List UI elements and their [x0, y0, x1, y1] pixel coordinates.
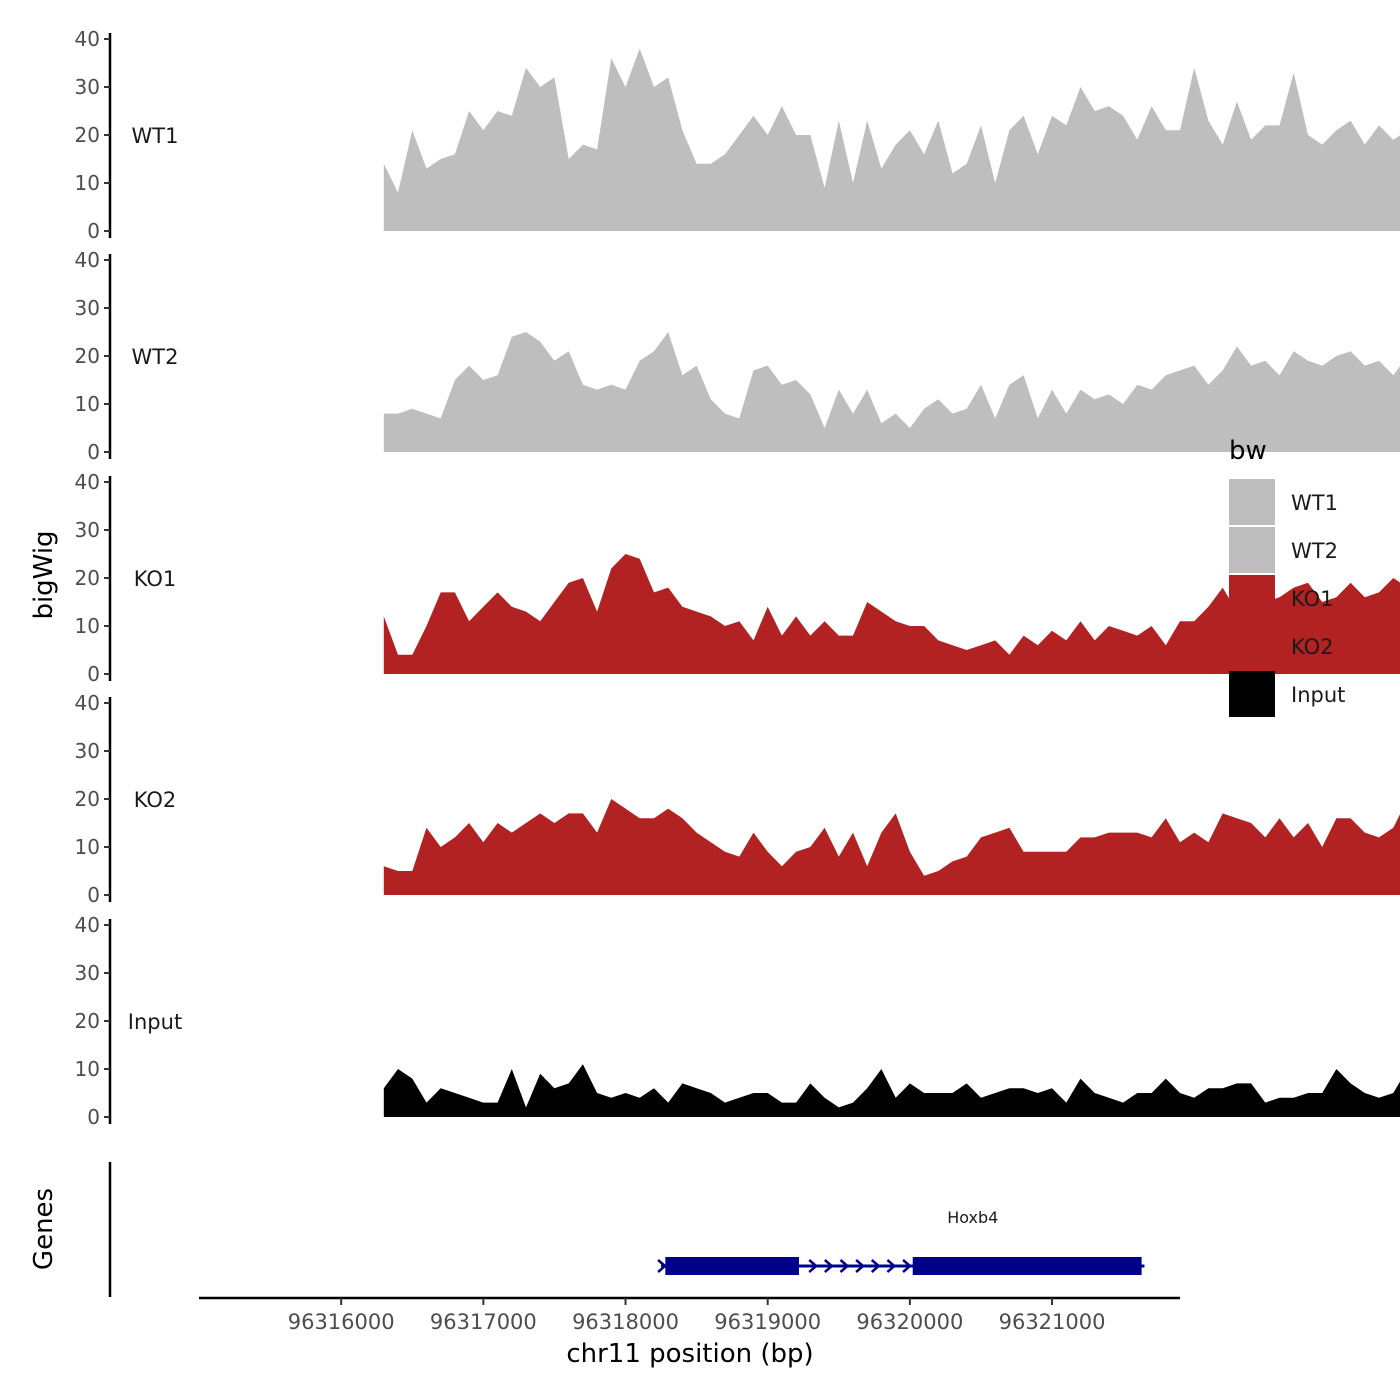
strand-chevron [839, 1259, 850, 1273]
y-tick-label: 20 [75, 344, 100, 368]
legend-label: KO1 [1291, 587, 1334, 611]
y-tick-label: 0 [87, 662, 100, 686]
gene-label: Hoxb4 [947, 1208, 998, 1227]
signal-tracks: 0 10 20 30 40 WT1 0 10 20 30 40 WT2 0 10 20 30 40 KO1 0 10 2… [75, 27, 1400, 1129]
x-tick-label: 96318000 [572, 1310, 679, 1334]
series-area-wt1 [383, 48, 1400, 231]
y-tick-label: 40 [75, 248, 100, 272]
y-tick-label: 0 [87, 1105, 100, 1129]
x-axis: 96316000 96317000 96318000 96319000 96320000… [199, 1296, 1180, 1334]
y-tick-label: 40 [75, 470, 100, 494]
strand-chevron [855, 1259, 866, 1273]
y-tick-label: 40 [75, 27, 100, 51]
legend-label: KO2 [1291, 635, 1334, 659]
y-tick-label: 20 [75, 123, 100, 147]
track-label: WT2 [132, 345, 179, 369]
series-area-ko1 [383, 554, 1400, 674]
y-tick-label: 10 [75, 835, 100, 859]
y-tick-label: 0 [87, 440, 100, 464]
legend-label: WT2 [1291, 539, 1338, 563]
gene-exon [665, 1257, 799, 1275]
legend: bw WT1 WT2 KO1 KO2 Input [1229, 436, 1345, 717]
x-axis-title: chr11 position (bp) [566, 1339, 813, 1369]
legend-key-ko1 [1229, 575, 1275, 621]
series-area-input [383, 1064, 1400, 1117]
y-axis-title: bigWig [29, 530, 59, 619]
y-tick-label: 10 [75, 392, 100, 416]
y-tick-label: 0 [87, 883, 100, 907]
legend-key-wt1 [1229, 479, 1275, 525]
y-tick-label: 10 [75, 614, 100, 638]
strand-chevron [824, 1259, 834, 1273]
x-tick-label: 96321000 [999, 1310, 1106, 1334]
series-area-wt2 [383, 332, 1400, 452]
legend-key-input [1229, 671, 1275, 717]
x-tick-label: 96320000 [856, 1310, 963, 1334]
legend-key-wt2 [1229, 527, 1275, 573]
y-tick-label: 10 [75, 1057, 100, 1081]
track-label: KO1 [134, 567, 177, 591]
y-tick-label: 10 [75, 171, 100, 195]
track-label: Input [128, 1010, 182, 1034]
y-tick-label: 30 [75, 739, 100, 763]
gene-exon [912, 1257, 1142, 1275]
y-tick-label: 30 [75, 961, 100, 985]
strand-chevron [870, 1259, 881, 1273]
legend-key-ko2 [1229, 623, 1275, 669]
y-tick-label: 40 [75, 691, 100, 715]
track-wt2: 0 10 20 30 40 WT2 [75, 248, 1400, 464]
strand-chevron [902, 1259, 912, 1273]
legend-label: WT1 [1291, 491, 1338, 515]
y-tick-label: 30 [75, 296, 100, 320]
y-tick-label: 20 [75, 1009, 100, 1033]
gene-track: Hoxb4 [108, 1162, 1145, 1297]
strand-chevron [886, 1259, 897, 1273]
strand-chevron [808, 1259, 819, 1273]
track-input: 0 10 20 30 40 Input [75, 913, 1400, 1129]
strand-chevron [657, 1259, 667, 1273]
legend-title: bw [1229, 436, 1267, 466]
x-tick-label: 96319000 [714, 1310, 821, 1334]
track-ko1: 0 10 20 30 40 KO1 [75, 470, 1400, 686]
y-tick-label: 30 [75, 518, 100, 542]
legend-label: Input [1291, 683, 1345, 707]
x-tick-label: 96316000 [288, 1310, 395, 1334]
track-wt1: 0 10 20 30 40 WT1 [75, 27, 1400, 243]
y-tick-label: 20 [75, 566, 100, 590]
y-tick-label: 0 [87, 219, 100, 243]
series-area-ko2 [383, 799, 1400, 895]
track-label: KO2 [134, 788, 177, 812]
genes-axis-title: Genes [29, 1188, 59, 1270]
track-label: WT1 [132, 124, 179, 148]
x-tick-label: 96317000 [430, 1310, 537, 1334]
track-ko2: 0 10 20 30 40 KO2 [75, 691, 1400, 907]
y-tick-label: 20 [75, 787, 100, 811]
y-tick-label: 30 [75, 75, 100, 99]
y-tick-label: 40 [75, 913, 100, 937]
